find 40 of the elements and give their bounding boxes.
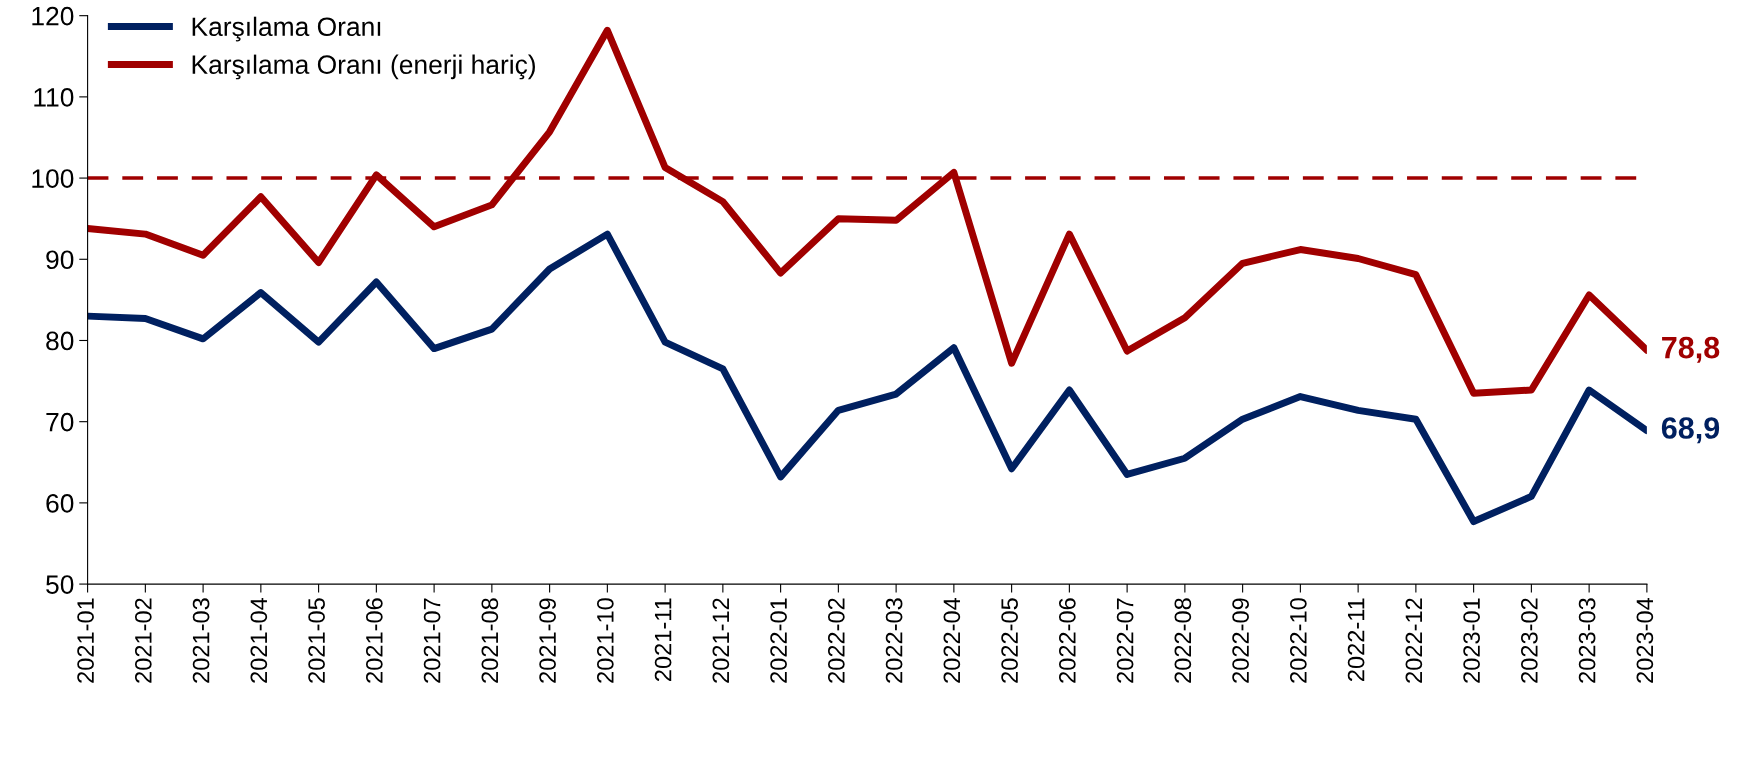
legend-label: Karşılama Oranı bbox=[192, 16, 381, 42]
x-tick-label: 2023-01 bbox=[1463, 598, 1480, 683]
y-tick-label: 100 bbox=[32, 169, 74, 188]
x-tick-label: 2021-04 bbox=[250, 597, 268, 683]
x-tick-label: 2021-05 bbox=[308, 598, 325, 683]
x-tick-label: 2022-04 bbox=[943, 597, 961, 683]
x-tick-label: 2021-06 bbox=[365, 598, 383, 683]
x-tick-label: 2021-08 bbox=[481, 598, 499, 683]
y-tick-label: 70 bbox=[46, 412, 74, 432]
x-tick-label: 2021-09 bbox=[539, 598, 556, 683]
x-tick-label: 2022-10 bbox=[1289, 598, 1307, 683]
x-tick-label: 2021-01 bbox=[77, 598, 94, 683]
x-tick-label: 2022-03 bbox=[885, 598, 903, 683]
y-tick-label: 120 bbox=[32, 6, 74, 26]
x-tick-label: 2022-01 bbox=[770, 598, 787, 683]
x-tick-label: 2021-07 bbox=[423, 598, 441, 683]
x-tick-label: 2022-12 bbox=[1405, 598, 1423, 683]
y-tick-label: 50 bbox=[46, 575, 74, 594]
x-tick-label: 2022-08 bbox=[1174, 598, 1192, 683]
x-tick-label: 2021-11 bbox=[654, 598, 672, 681]
x-tick-label: 2022-11 bbox=[1347, 598, 1365, 681]
x-tick-label: 2021-03 bbox=[192, 598, 210, 683]
legend-label: Karşılama Oranı (enerji hariç) bbox=[192, 54, 535, 80]
x-tick-label: 2022-07 bbox=[1116, 598, 1134, 683]
data-label: 78,8 bbox=[1662, 336, 1720, 363]
y-tick-label: 60 bbox=[46, 494, 74, 513]
y-tick-label: 80 bbox=[46, 331, 74, 351]
x-tick-label: 2022-05 bbox=[1001, 598, 1018, 683]
x-tick-label: 2021-12 bbox=[712, 598, 730, 683]
y-tick-label: 110 bbox=[34, 88, 74, 107]
y-tick-label: 90 bbox=[46, 250, 74, 270]
x-tick-label: 2023-04 bbox=[1636, 597, 1654, 683]
x-tick-label: 2021-02 bbox=[134, 598, 152, 683]
x-tick-label: 2022-09 bbox=[1232, 598, 1249, 683]
x-tick-label: 2021-10 bbox=[596, 598, 614, 683]
x-tick-label: 2022-02 bbox=[827, 598, 845, 683]
x-tick-label: 2023-02 bbox=[1521, 598, 1538, 683]
x-tick-label: 2022-06 bbox=[1058, 598, 1076, 683]
x-tick-label: 2023-03 bbox=[1578, 598, 1596, 683]
data-label: 68,9 bbox=[1661, 417, 1720, 444]
